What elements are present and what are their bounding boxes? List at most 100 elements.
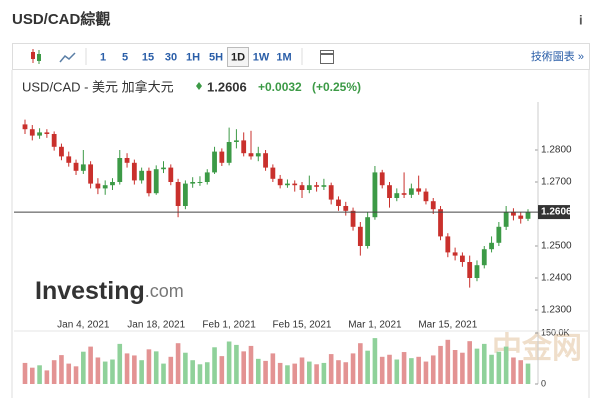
candle-body <box>336 199 341 206</box>
volume-bar <box>292 363 298 384</box>
candle-body <box>277 178 283 186</box>
volume-bar <box>190 360 195 384</box>
candle-body <box>292 183 298 186</box>
candle-icon[interactable] <box>31 49 41 64</box>
logo-suffix: .com <box>145 281 184 301</box>
x-tick-label: Feb 1, 2021 <box>202 320 256 331</box>
widget-title: USD/CAD綜觀 <box>12 10 110 28</box>
last-price-label: 1.2606 <box>541 207 572 218</box>
volume-bar <box>73 366 79 384</box>
candle-body <box>80 164 86 171</box>
candle-body <box>73 162 79 171</box>
volume-bar <box>336 360 341 384</box>
candle-body <box>226 142 232 163</box>
y-tick-label: 1.2500 <box>541 241 572 252</box>
volume-bar <box>423 361 429 384</box>
volume-bar <box>22 362 28 384</box>
candle-body <box>423 191 429 202</box>
line-icon[interactable] <box>59 52 76 63</box>
volume-bar <box>430 355 436 384</box>
volume-bar <box>518 360 524 384</box>
candle-body <box>168 167 174 182</box>
volume-bar <box>481 343 487 384</box>
candle-body <box>117 158 123 182</box>
volume-tick-label: 150.0K <box>541 327 570 337</box>
interval-button[interactable]: 1 <box>100 51 106 63</box>
interval-button[interactable]: 15 <box>142 51 154 63</box>
y-tick-label: 1.2700 <box>541 177 572 188</box>
chart-link[interactable]: 技術圖表 » <box>531 49 584 63</box>
volume-bar <box>365 350 370 384</box>
volume-bar <box>168 356 174 384</box>
candle-body <box>379 172 385 186</box>
last-price-tag <box>538 205 570 220</box>
volume-bar <box>139 360 144 384</box>
volume-bar <box>467 341 472 384</box>
candle-body <box>511 212 516 216</box>
volume-bar <box>183 352 188 384</box>
interval-button[interactable]: 1M <box>276 51 291 63</box>
candle-body <box>445 236 451 253</box>
calendar-icon[interactable] <box>320 50 334 64</box>
candle-body <box>234 140 239 142</box>
volume-bar <box>234 344 239 384</box>
volume-bar <box>525 363 531 384</box>
candle-body <box>416 188 422 192</box>
candle-body <box>496 226 502 243</box>
logo: Investing.com <box>35 277 184 305</box>
interval-button[interactable]: 30 <box>165 51 177 63</box>
candle-body <box>212 151 217 173</box>
candle-body <box>110 182 115 186</box>
volume-bar <box>161 363 166 384</box>
candle-body <box>88 164 94 184</box>
volume-bar <box>379 356 385 384</box>
volume-bar <box>358 343 363 384</box>
volume-bar <box>81 351 86 384</box>
volume-bar <box>270 353 276 384</box>
change-icon <box>196 82 202 90</box>
interval-button[interactable]: 5 <box>122 51 128 63</box>
candle-body <box>146 170 152 194</box>
volume-bar <box>175 343 181 384</box>
quote-name: USD/CAD - 美元 加拿大元 <box>22 79 174 94</box>
candle-body <box>489 242 494 250</box>
candle-body <box>190 182 196 184</box>
candle-body <box>452 252 458 256</box>
volume-bar <box>503 346 509 384</box>
volume-bar <box>350 353 356 384</box>
info-icon[interactable]: i <box>579 12 583 27</box>
volume-bar <box>438 345 443 384</box>
volume-bar <box>460 352 465 384</box>
interval-button[interactable]: 1W <box>253 51 270 63</box>
volume-bar <box>343 362 349 384</box>
interval-button[interactable]: 1D <box>231 51 245 63</box>
volume-bar <box>496 351 502 384</box>
volume-bar <box>387 354 392 384</box>
candle-body <box>139 170 145 181</box>
volume-bar <box>197 364 203 384</box>
x-tick-label: Mar 15, 2021 <box>418 320 477 331</box>
candle-body <box>387 185 392 198</box>
candle-body <box>248 153 254 157</box>
volume-bar <box>51 360 57 384</box>
volume-bar <box>124 353 130 384</box>
candle-body <box>357 226 363 246</box>
volume-bar <box>328 354 334 384</box>
volume-bar <box>44 370 50 384</box>
interval-button[interactable]: 1H <box>186 51 200 63</box>
candle-body <box>131 162 137 181</box>
candle-body <box>182 183 188 206</box>
candle-body <box>401 193 407 195</box>
candle-body <box>29 129 35 136</box>
volume-bar <box>204 362 210 384</box>
candle-body <box>95 183 101 189</box>
volume-bar <box>110 359 115 384</box>
volume-bar <box>59 355 64 384</box>
candle-body <box>343 206 349 211</box>
y-tick-label: 1.2300 <box>541 305 572 316</box>
volume-bar <box>394 359 400 384</box>
volume-tick-label: 0 <box>541 378 546 388</box>
interval-button[interactable]: 5H <box>209 51 223 63</box>
logo-name: Investing <box>35 277 145 305</box>
